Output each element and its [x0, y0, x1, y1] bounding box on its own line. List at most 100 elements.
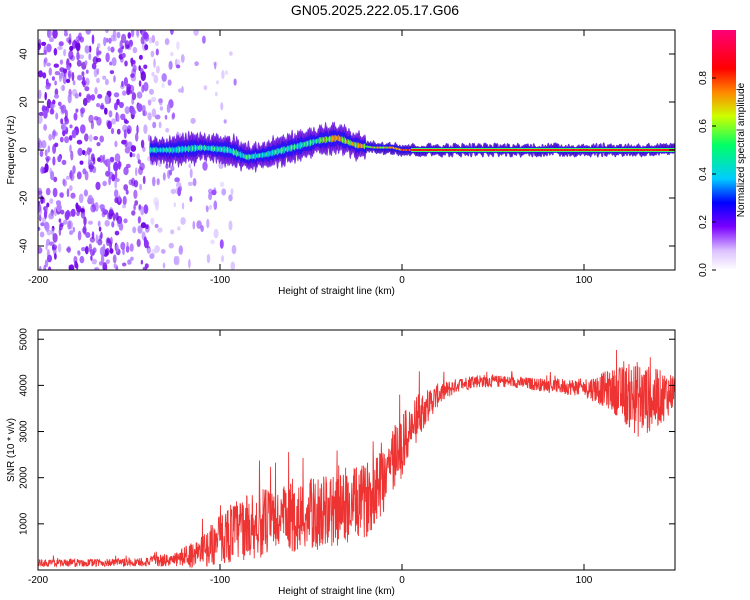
noise-cell — [140, 259, 144, 265]
y-tick-label: 2000 — [19, 466, 30, 489]
noise-cell — [68, 135, 73, 141]
noise-cell — [124, 106, 130, 115]
noise-cell — [170, 30, 174, 35]
noise-cell — [62, 74, 67, 85]
noise-cell — [152, 121, 157, 129]
noise-cell — [48, 212, 54, 220]
noise-cell — [66, 247, 71, 252]
noise-cell — [115, 212, 119, 221]
noise-cell — [66, 209, 70, 219]
noise-cell — [105, 247, 110, 256]
noise-cell — [69, 45, 74, 52]
noise-cell — [221, 188, 227, 196]
noise-cell — [43, 209, 48, 220]
noise-cell — [162, 262, 166, 269]
noise-cell — [109, 248, 114, 254]
x-tick-label: -100 — [210, 575, 230, 586]
noise-cell — [133, 204, 136, 211]
noise-cell — [80, 107, 86, 114]
noise-cell — [96, 77, 100, 84]
noise-cell — [59, 59, 64, 65]
noise-cell — [113, 35, 117, 42]
noise-cell — [64, 30, 68, 36]
noise-cell — [45, 83, 51, 90]
noise-cell — [107, 120, 112, 130]
noise-cell — [51, 76, 56, 81]
noise-cell — [180, 54, 185, 63]
noise-cell — [97, 239, 103, 246]
x-tick-label: 0 — [399, 275, 405, 286]
noise-cell — [123, 129, 127, 139]
noise-cell — [49, 37, 54, 43]
noise-cell — [105, 37, 109, 43]
noise-cell — [82, 225, 87, 235]
noise-cell — [147, 99, 152, 106]
noise-cell — [130, 145, 137, 152]
noise-cell — [107, 158, 111, 167]
noise-cell — [77, 250, 81, 256]
noise-cell — [220, 102, 224, 111]
noise-cell — [88, 154, 91, 164]
y-tick-label: 0 — [19, 147, 30, 153]
noise-cell — [130, 106, 135, 115]
noise-cell — [228, 194, 233, 202]
noise-cell — [152, 176, 156, 187]
noise-cell — [166, 103, 171, 113]
x-axis-label: Height of straight line (km) — [278, 586, 395, 597]
noise-cell — [79, 36, 85, 43]
noise-cell — [205, 205, 209, 213]
noise-cell — [71, 71, 75, 82]
noise-cell — [38, 190, 43, 195]
noise-cell — [69, 185, 73, 192]
noise-cell — [94, 267, 100, 270]
noise-cell — [136, 153, 141, 161]
noise-cell — [47, 145, 51, 153]
snr-background — [38, 330, 675, 570]
noise-cell — [110, 128, 115, 135]
noise-cell — [150, 96, 157, 103]
noise-cell — [64, 117, 69, 125]
noise-cell — [102, 180, 107, 187]
noise-cell — [53, 176, 58, 183]
noise-cell — [141, 104, 146, 113]
noise-cell — [159, 106, 164, 111]
noise-cell — [76, 52, 80, 61]
noise-cell — [174, 177, 180, 183]
noise-cell — [85, 77, 90, 86]
noise-cell — [130, 57, 134, 67]
y-tick-label: 3000 — [19, 420, 30, 443]
noise-cell — [78, 54, 85, 60]
noise-cell — [88, 53, 92, 61]
noise-cell — [80, 124, 86, 134]
noise-cell — [123, 77, 128, 87]
noise-cell — [194, 61, 199, 67]
noise-cell — [125, 163, 131, 169]
noise-cell — [85, 232, 91, 238]
noise-cell — [233, 78, 237, 86]
y-axis-label: SNR (10 * v/v) — [6, 418, 17, 482]
noise-cell — [132, 64, 137, 73]
noise-cell — [202, 161, 208, 171]
noise-cell — [213, 187, 217, 196]
noise-cell — [39, 265, 42, 270]
noise-cell — [113, 161, 119, 172]
noise-cell — [170, 188, 176, 195]
noise-cell — [143, 81, 149, 92]
noise-cell — [77, 74, 83, 81]
noise-cell — [62, 84, 65, 91]
noise-cell — [98, 226, 102, 232]
noise-cell — [214, 61, 217, 70]
noise-cell — [124, 146, 131, 154]
noise-cell — [225, 70, 228, 75]
noise-cell — [57, 155, 62, 163]
noise-cell — [116, 31, 121, 39]
noise-cell — [143, 64, 148, 70]
noise-cell — [85, 69, 89, 74]
x-tick-label: -200 — [28, 275, 48, 286]
noise-cell — [88, 114, 94, 124]
noise-cell — [48, 67, 52, 76]
noise-cell — [108, 37, 112, 44]
noise-cell — [157, 227, 163, 233]
noise-cell — [79, 255, 85, 264]
